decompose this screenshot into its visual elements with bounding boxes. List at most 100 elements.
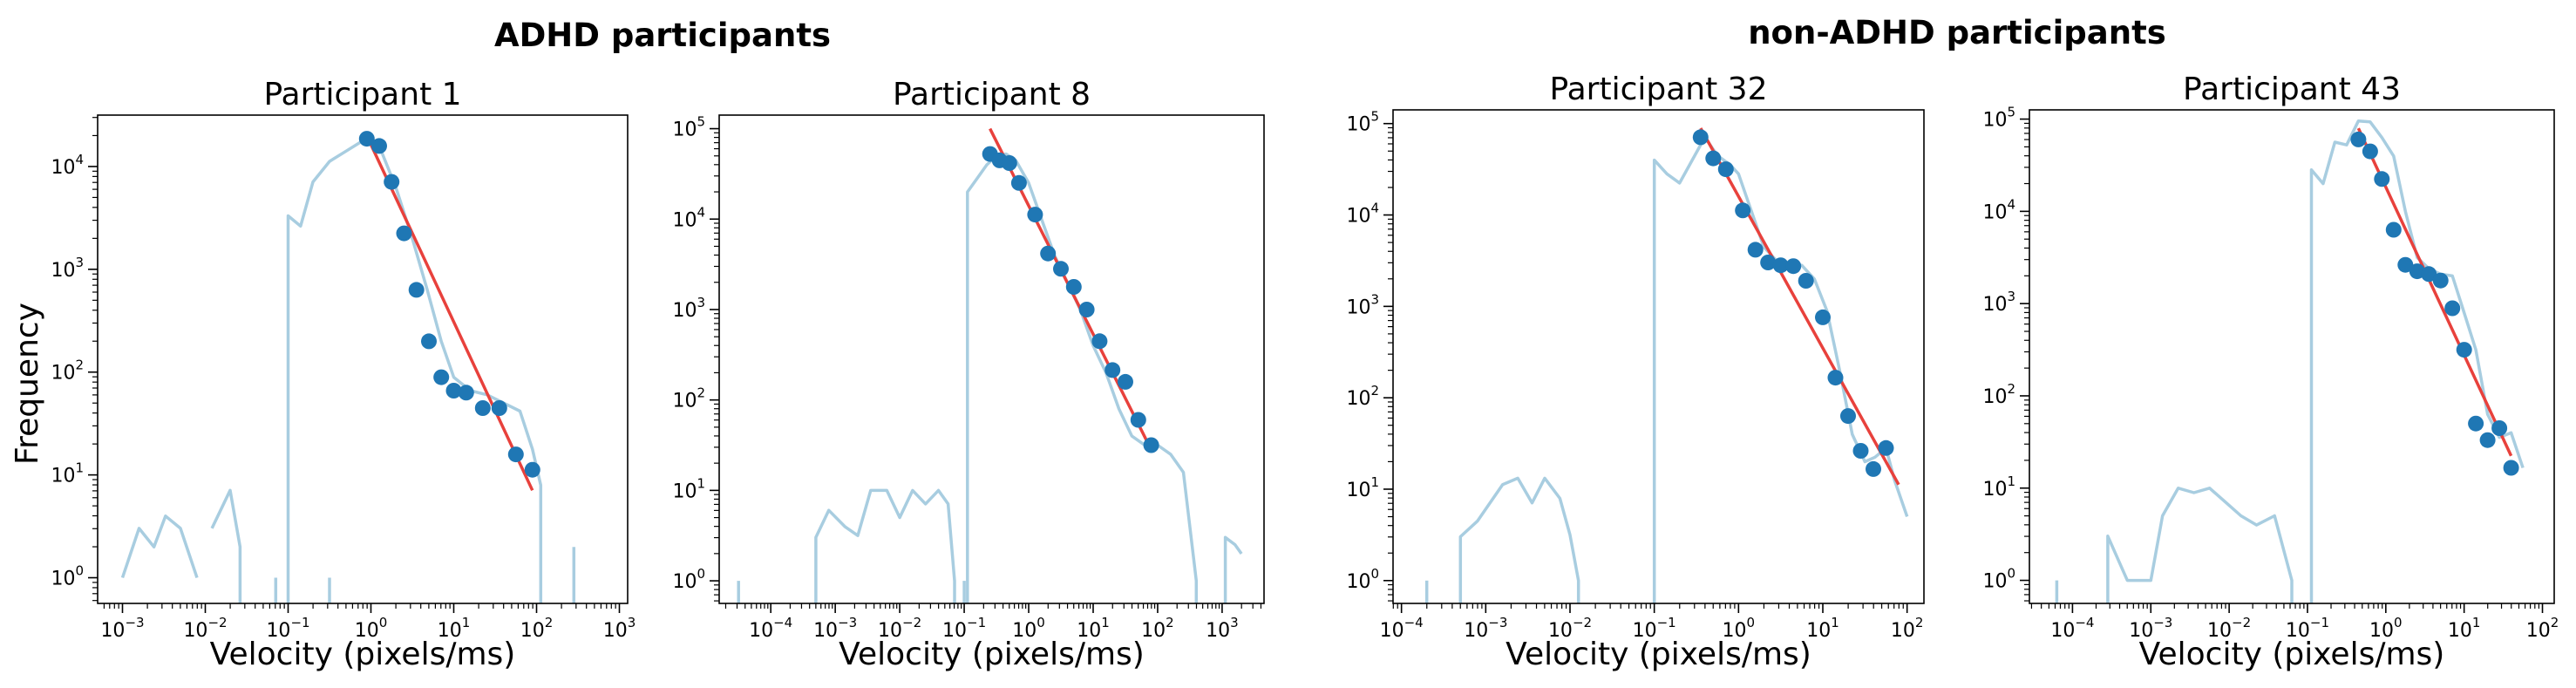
- x-tick-label: 101: [1077, 615, 1110, 642]
- panel-title: Participant 43: [2183, 72, 2401, 107]
- group-title-adhd: ADHD participants: [494, 17, 831, 54]
- x-tick-label: 100: [2369, 615, 2403, 642]
- histogram-line: [120, 139, 576, 603]
- x-tick-label: 102: [2526, 615, 2559, 642]
- data-point: [2503, 460, 2519, 476]
- y-tick-label: 103: [672, 295, 705, 322]
- x-tick-label: 102: [520, 615, 554, 642]
- y-axis: 100 101 102 103 104 105: [672, 114, 719, 602]
- y-tick-label: 100: [1982, 566, 2015, 593]
- x-axis-label: Velocity (pixels/ms): [2139, 637, 2445, 672]
- x-tick-label: 10−3: [1464, 615, 1507, 642]
- data-point: [2397, 256, 2414, 273]
- data-point: [1760, 255, 1777, 270]
- data-point: [2374, 171, 2390, 187]
- data-point: [458, 385, 474, 401]
- data-point: [371, 138, 387, 154]
- data-point: [1705, 150, 1722, 167]
- y-tick-label: 102: [1982, 381, 2015, 408]
- panel-title: Participant 32: [1550, 72, 1768, 107]
- y-tick-label: 103: [1982, 289, 2015, 316]
- x-tick-label: 103: [1206, 615, 1239, 642]
- histogram-line: [2055, 119, 2525, 603]
- x-tick-label: 10−3: [2129, 615, 2172, 642]
- data-point: [2456, 342, 2472, 358]
- panel-title: Participant 1: [263, 77, 461, 112]
- scatter-points: [358, 131, 540, 478]
- x-axis: 10−4 10−3 10−2 10−1 100 101 102 103: [724, 603, 1262, 642]
- axes-frame: [718, 114, 1265, 604]
- y-axis: 100 101 102 103 104: [51, 117, 98, 602]
- data-point: [2491, 420, 2508, 436]
- panel-4: 10−4 10−3 10−2 10−1 100 101 102 100 101 102 103 104…: [1982, 72, 2559, 672]
- histogram-segment: [1458, 476, 1580, 603]
- data-point: [1827, 370, 1844, 386]
- y-tick-label: 101: [1346, 474, 1379, 501]
- data-point: [524, 461, 540, 478]
- histogram-segment: [1223, 535, 1243, 603]
- data-point: [1143, 437, 1159, 453]
- data-point: [433, 369, 450, 385]
- y-tick-label: 104: [51, 152, 84, 179]
- data-point: [384, 174, 400, 190]
- data-point: [474, 400, 491, 416]
- panels: 10−3 10−2 10−1 100 101 102 103 100 101 102 103 104 P…: [51, 72, 2559, 672]
- panel-title: Participant 8: [893, 77, 1091, 112]
- fit-line: [1699, 127, 1900, 486]
- data-point: [1104, 362, 1121, 378]
- y-tick-label: 101: [672, 475, 705, 502]
- data-point: [408, 282, 425, 298]
- data-point: [358, 131, 375, 147]
- scatter-points: [982, 146, 1159, 453]
- x-axis-label: Velocity (pixels/ms): [839, 637, 1145, 672]
- panel-3: 10−4 10−3 10−2 10−1 100 101 102 100 101 102 103 104…: [1346, 72, 1925, 672]
- data-point: [1130, 412, 1146, 428]
- x-tick-label: 100: [1723, 615, 1756, 642]
- data-point: [1717, 161, 1734, 178]
- x-tick-label: 10−3: [100, 615, 144, 642]
- histogram-segment: [1652, 135, 1909, 603]
- data-point: [1747, 242, 1764, 258]
- data-point: [1027, 207, 1043, 223]
- x-tick-label: 103: [603, 615, 636, 642]
- data-point: [1852, 443, 1869, 459]
- y-tick-label: 104: [672, 204, 705, 231]
- group-title-non-adhd: non-ADHD participants: [1748, 14, 2166, 51]
- data-point: [1010, 174, 1027, 191]
- x-tick-label: 101: [438, 615, 471, 642]
- y-tick-label: 100: [672, 566, 705, 593]
- data-point: [2385, 221, 2402, 238]
- x-tick-label: 101: [2448, 615, 2481, 642]
- data-point: [1040, 245, 1057, 262]
- data-point: [1798, 273, 1814, 289]
- data-point: [2362, 143, 2378, 160]
- data-point: [2444, 300, 2461, 317]
- y-tick-label: 103: [51, 255, 84, 282]
- data-point: [1840, 408, 1856, 425]
- x-tick-label: 100: [1012, 615, 1045, 642]
- x-tick-label: 10−3: [813, 615, 857, 642]
- y-tick-label: 101: [51, 460, 84, 487]
- x-tick-label: 10−1: [1633, 615, 1676, 642]
- x-tick-label: 10−1: [2286, 615, 2329, 642]
- histogram-segment: [2309, 119, 2525, 603]
- x-tick-label: 102: [1141, 615, 1174, 642]
- histogram-segment: [286, 139, 543, 603]
- data-point: [2479, 432, 2496, 448]
- y-tick-label: 105: [672, 114, 705, 141]
- y-tick-label: 102: [672, 385, 705, 412]
- histogram-segment: [210, 488, 242, 603]
- y-tick-label: 100: [51, 563, 84, 590]
- data-point: [1053, 261, 1069, 277]
- y-tick-label: 103: [1346, 291, 1379, 318]
- y-axis: 100 101 102 103 104 105: [1982, 105, 2029, 602]
- data-point: [1118, 373, 1133, 390]
- data-point: [2468, 415, 2484, 432]
- data-point: [445, 383, 462, 398]
- data-point: [1735, 202, 1751, 219]
- x-tick-label: 10−1: [942, 615, 986, 642]
- y-tick-label: 101: [1982, 473, 2015, 501]
- panel-2: 10−4 10−3 10−2 10−1 100 101 102 103 100 101 102 103…: [672, 77, 1265, 672]
- y-tick-label: 102: [1346, 383, 1379, 410]
